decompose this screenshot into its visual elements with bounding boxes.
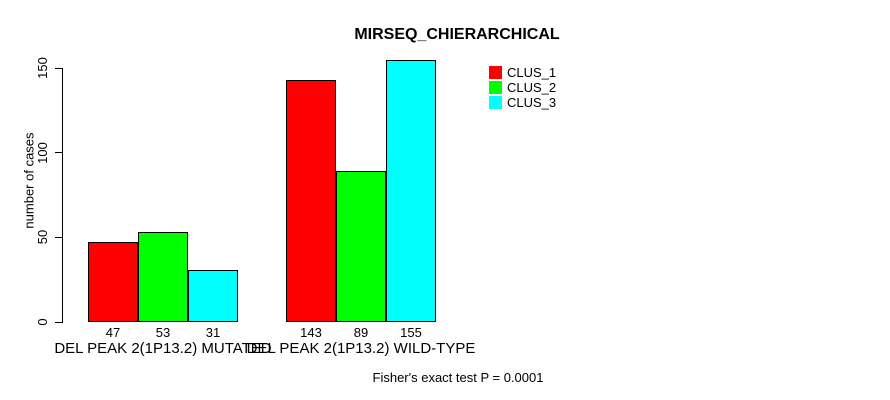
y-axis-line <box>62 68 63 323</box>
y-tick-label: 150 <box>35 57 50 79</box>
legend-swatch-clus_1 <box>489 66 502 79</box>
bar-value-label: 155 <box>400 325 422 340</box>
legend-label: CLUS_3 <box>507 95 557 110</box>
legend-swatch-clus_2 <box>489 81 502 94</box>
p-value-note: Fisher's exact test P = 0.0001 <box>372 370 544 385</box>
y-tick-label: 100 <box>35 141 50 164</box>
bar-value-label: 89 <box>353 325 369 340</box>
bar-clus_3-group2 <box>386 59 436 322</box>
bar-clus_3-group1 <box>188 269 238 322</box>
bar-clus_2-group1 <box>138 232 188 322</box>
legend-row: CLUS_1 <box>489 65 556 80</box>
legend-label: CLUS_2 <box>507 80 557 95</box>
bar-clus_1-group1 <box>88 242 138 322</box>
legend-row: CLUS_2 <box>489 80 556 95</box>
category-label: DEL PEAK 2(1P13.2) WILD-TYPE <box>246 340 476 357</box>
legend-row: CLUS_3 <box>489 95 556 110</box>
bar-clus_2-group2 <box>336 171 386 322</box>
y-tick-label: 0 <box>35 318 50 326</box>
bar-clus_1-group2 <box>286 79 336 322</box>
y-tick-mark <box>55 152 62 154</box>
y-tick-label: 50 <box>35 230 50 245</box>
bar-value-label: 143 <box>300 325 322 340</box>
bar-value-label: 31 <box>205 325 221 340</box>
legend-label: CLUS_1 <box>507 65 557 80</box>
category-label: DEL PEAK 2(1P13.2) MUTATED <box>54 340 272 357</box>
y-tick-mark <box>55 321 62 323</box>
legend: CLUS_1 CLUS_2 CLUS_3 <box>489 65 556 110</box>
legend-swatch-clus_3 <box>489 96 502 109</box>
y-tick-mark <box>55 236 62 238</box>
bar-value-label: 47 <box>105 325 121 340</box>
chart-title: MIRSEQ_CHIERARCHICAL <box>354 26 560 43</box>
y-tick-mark <box>55 67 62 69</box>
bar-value-label: 53 <box>155 325 171 340</box>
